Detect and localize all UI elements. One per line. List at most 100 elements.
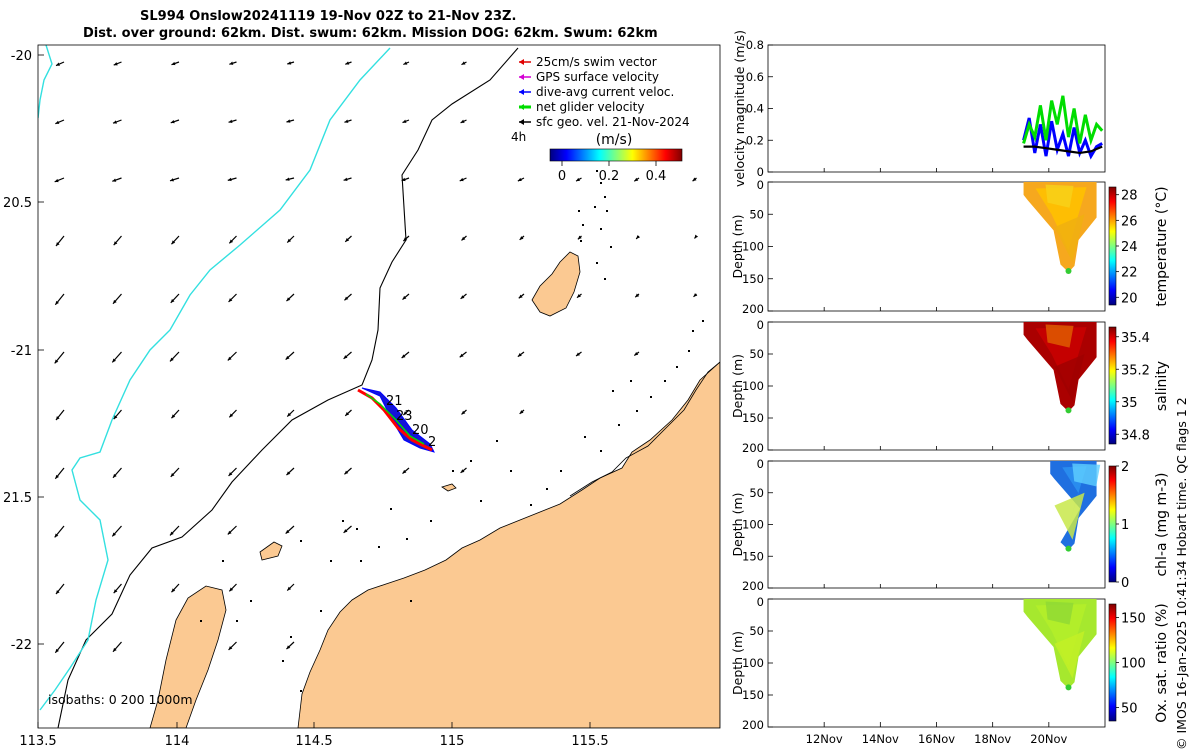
colorbar-tick-label: 24 — [1121, 240, 1138, 255]
profile-data-patch — [1054, 354, 1085, 402]
island-dot — [250, 600, 252, 602]
velocity-arrowhead — [401, 177, 406, 182]
velocity-arrowhead — [170, 472, 175, 477]
velocity-arrowhead — [113, 241, 118, 246]
heatmap-panel: 0 50 100 150 200 Depth (m) 50 100 150 Ox. sat. ra… — [730, 595, 1170, 746]
scale-label: 4h — [511, 130, 526, 144]
map-colorbar-ticks: 0 0.2 0.4 — [558, 161, 666, 184]
velocity-arrowhead — [517, 177, 522, 182]
map-x-tick-label: 115.5 — [571, 734, 608, 749]
velocity-arrowhead — [576, 177, 581, 182]
velocity-arrowhead — [54, 359, 59, 364]
velocity-arrowhead — [287, 61, 292, 65]
colorbar-tick-label: 35.4 — [1121, 331, 1150, 346]
island-dot — [702, 320, 704, 322]
island-dot — [200, 620, 202, 622]
velocity-arrowhead — [55, 474, 59, 479]
island-dot — [600, 450, 602, 452]
island-dot — [430, 520, 432, 522]
map-x-tick-label: 113.5 — [19, 734, 56, 749]
profile-bottom-point — [1065, 268, 1072, 275]
velocity-arrowhead — [56, 242, 60, 247]
depth-tick-label: 200 — [742, 441, 764, 455]
map-axes: 113.5 114 114.5 115 115.5 -20 20.5 -21 21.5 -22 — [3, 49, 609, 749]
island-dot — [612, 390, 614, 392]
colorbar-tick-label: 50 — [1121, 702, 1138, 717]
legend-arrowhead — [519, 119, 524, 125]
track-time-label: 21 — [386, 394, 403, 409]
profile-data-patch — [1054, 214, 1085, 262]
depth-tick-label: 100 — [742, 240, 764, 254]
velocity-arrowhead — [113, 62, 118, 66]
depth-tick-label: 100 — [742, 656, 764, 670]
velocity-arrowhead — [344, 296, 349, 301]
island-dot — [692, 330, 694, 332]
map-y-tick-label: -20 — [11, 49, 32, 64]
velocity-arrowhead — [228, 472, 233, 476]
legend-arrowhead — [519, 59, 524, 65]
legend-arrowhead — [519, 104, 524, 110]
velocity-arrowhead — [285, 355, 290, 360]
small-island — [441, 483, 457, 492]
depth-axis-label: Depth (m) — [730, 493, 745, 557]
map-colorbar — [549, 148, 683, 162]
depth-tick-label: 100 — [742, 518, 764, 532]
mainland-shore-detail — [569, 361, 720, 497]
chart-subtitle: Dist. over ground: 62km. Dist. swum: 62k… — [83, 26, 658, 41]
colorbar-tick-label: 35 — [1121, 396, 1138, 411]
island-dot — [610, 246, 612, 248]
depth-tick-label: 200 — [742, 302, 764, 316]
velocity-arrowhead — [227, 356, 232, 361]
island-dot — [510, 470, 512, 472]
island-dot — [282, 660, 284, 662]
time-tick-label: 18Nov — [974, 732, 1011, 746]
colorbar-tick-label: 1 — [1121, 518, 1129, 533]
velocity-y-tick-label: 0.8 — [746, 38, 764, 52]
island-dot — [452, 470, 454, 472]
legend-label: net glider velocity — [536, 100, 644, 114]
map-y-tick-label: 20.5 — [3, 196, 32, 211]
colorbar-tick-label: 22 — [1121, 266, 1138, 281]
depth-tick-label: 200 — [742, 579, 764, 593]
velocity-arrowhead — [171, 414, 176, 419]
island-dot — [650, 396, 652, 398]
velocity-arrowhead — [112, 120, 117, 124]
velocity-arrowhead — [345, 238, 350, 242]
colorbar-tick-label: 0 — [1121, 576, 1129, 591]
profile-data-patch — [1045, 184, 1074, 208]
island-dot — [222, 560, 224, 562]
depth-tick-label: 200 — [742, 718, 764, 732]
island-dot — [300, 540, 302, 542]
colorbar-tick-label: 26 — [1121, 214, 1138, 229]
island-dot — [594, 206, 596, 208]
island-dot — [664, 380, 666, 382]
velocity-arrowhead — [286, 119, 291, 123]
velocity-axes-frame — [767, 44, 1106, 173]
heatmap-axes-frame — [767, 460, 1106, 589]
map-x-tick-label: 114 — [165, 734, 190, 749]
depth-tick-label: 150 — [742, 549, 764, 563]
colorbar-tick-label: 2 — [1121, 460, 1129, 475]
velocity-arrowhead — [285, 177, 290, 181]
velocity-arrowhead — [576, 294, 581, 298]
island-dot — [560, 470, 562, 472]
velocity-arrowhead — [228, 119, 233, 123]
time-tick-label: 16Nov — [918, 732, 955, 746]
velocity-arrowhead — [459, 353, 464, 358]
velocity-arrowhead — [286, 297, 291, 302]
velocity-arrowhead — [55, 120, 60, 124]
island-land — [531, 251, 581, 317]
velocity-arrowhead — [401, 354, 406, 358]
profile-data-patch — [1054, 492, 1085, 540]
velocity-arrowhead — [228, 646, 233, 650]
velocity-arrowhead — [403, 61, 408, 65]
velocity-arrowhead — [55, 300, 59, 305]
velocity-arrowhead — [112, 358, 116, 363]
island-dot — [676, 366, 678, 368]
profile-bottom-point — [1065, 545, 1072, 552]
velocity-arrowhead — [692, 177, 697, 182]
